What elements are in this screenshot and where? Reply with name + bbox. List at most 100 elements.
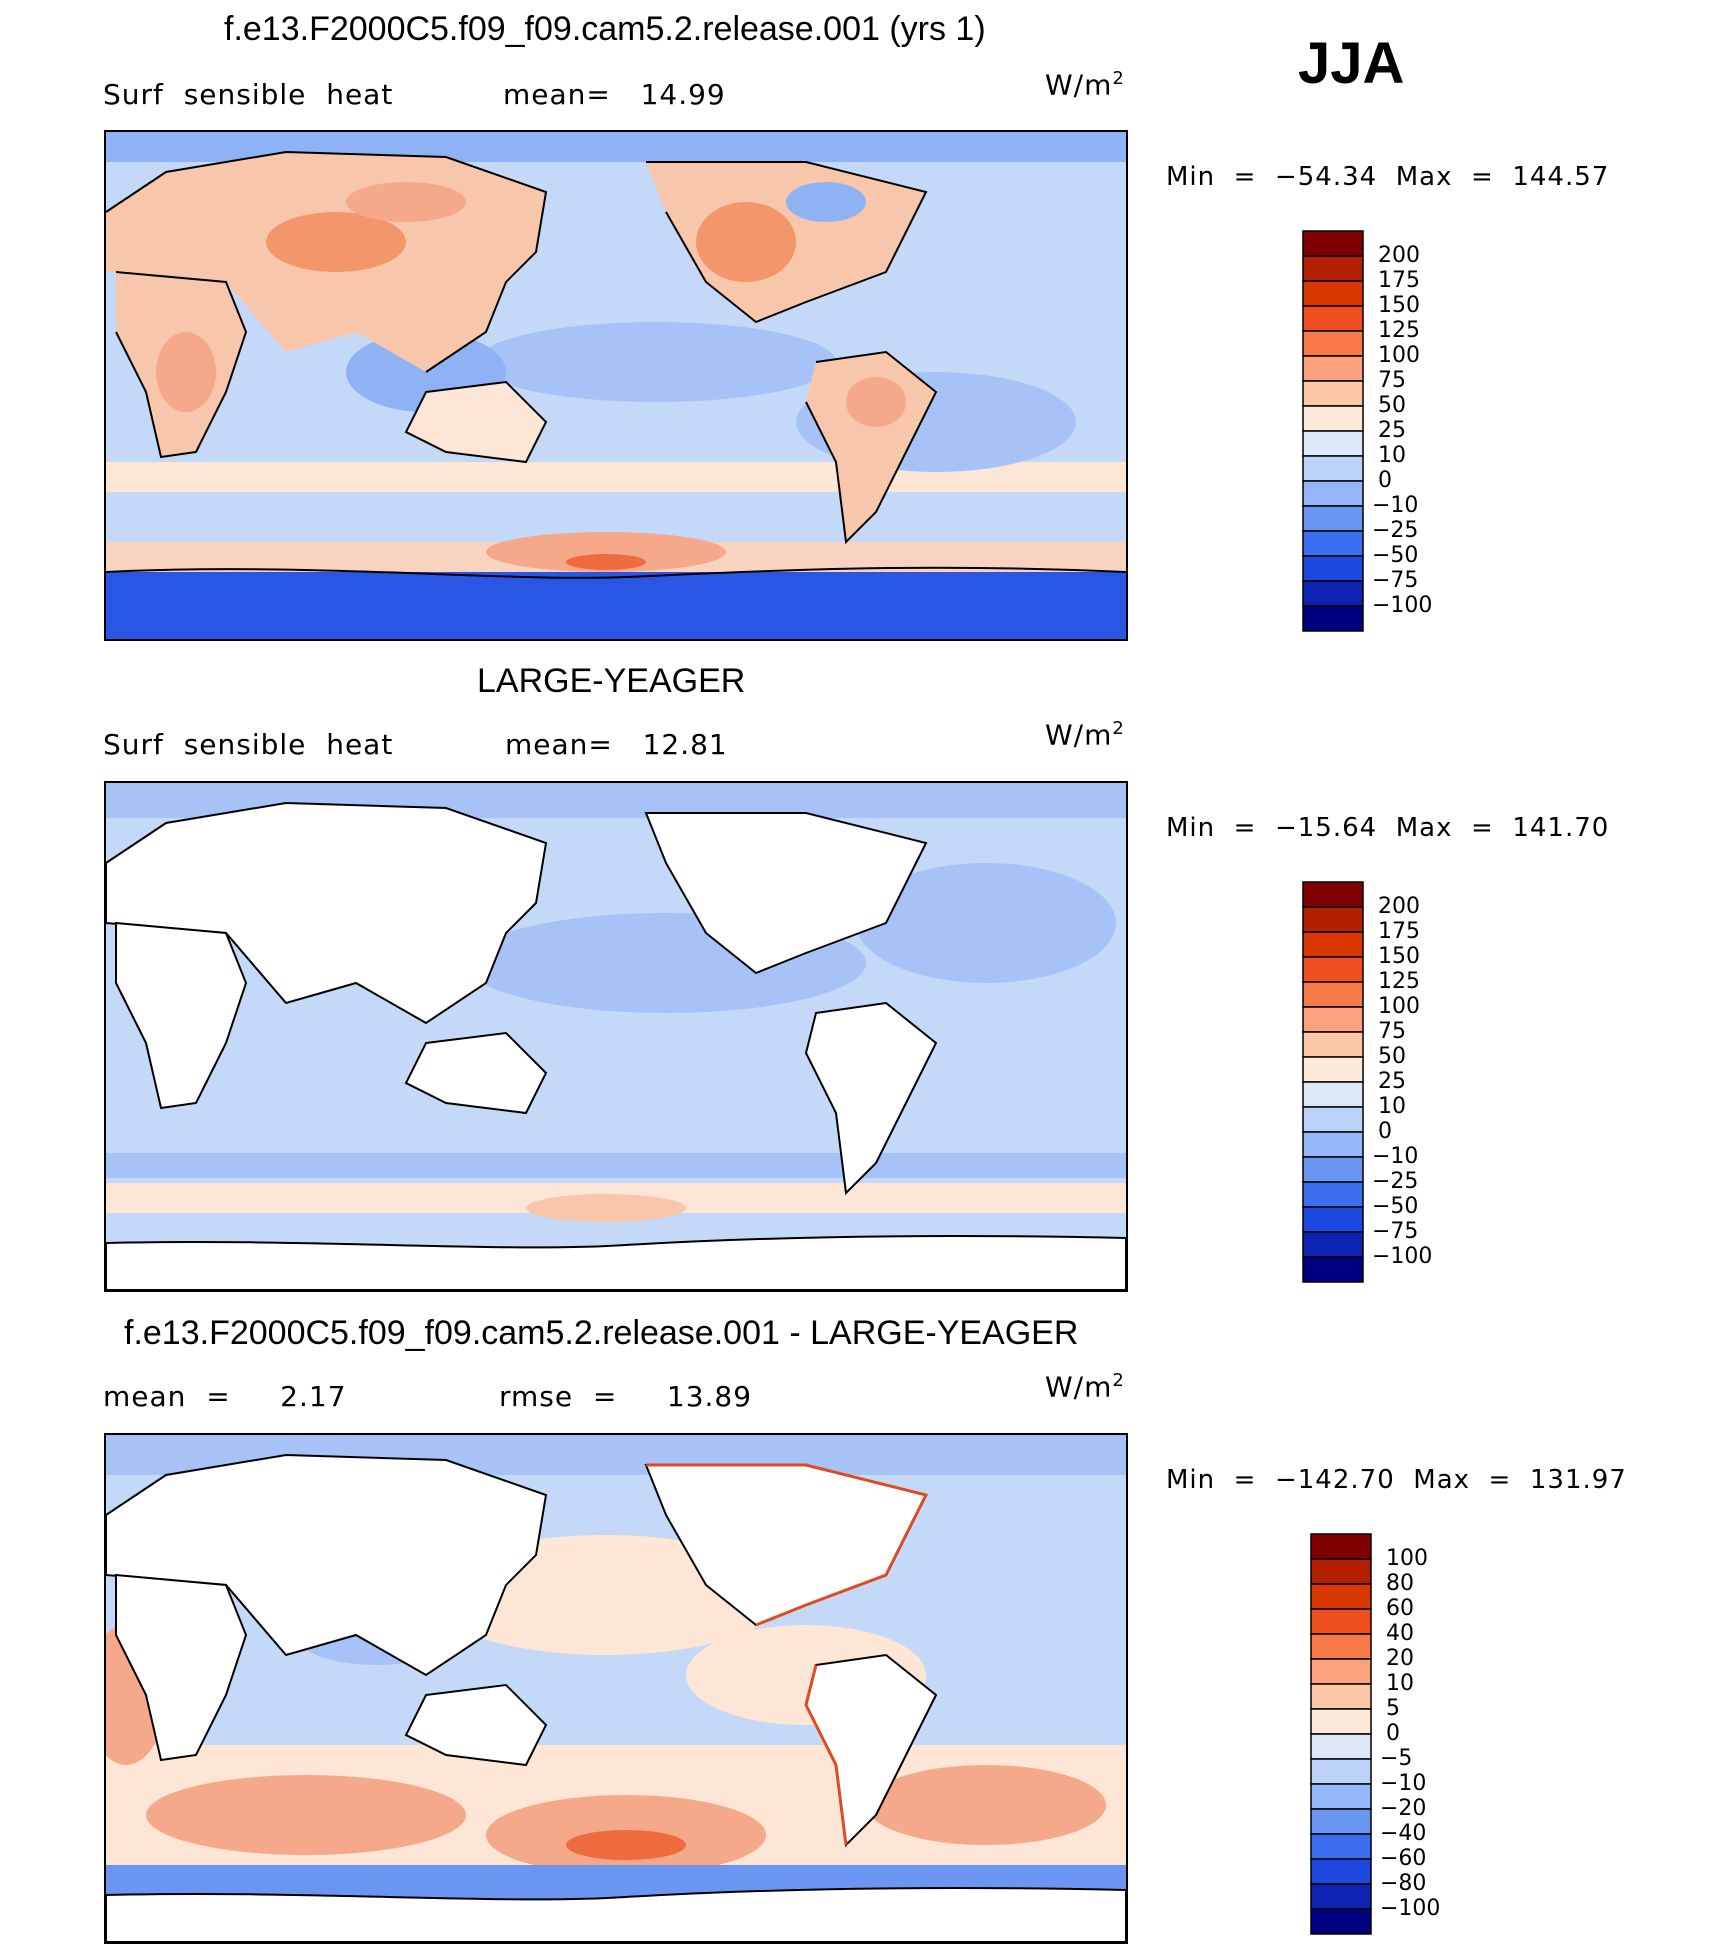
- colorbar-3-tick-label: −20: [1380, 1796, 1427, 1821]
- colorbar-2-swatch: [1302, 956, 1364, 983]
- panel-3-colorbar: [1310, 1533, 1372, 1940]
- colorbar-3-swatch: [1310, 1858, 1372, 1885]
- colorbar-1-tick-label: 50: [1378, 393, 1406, 418]
- colorbar-2-tick-label: −100: [1372, 1244, 1433, 1269]
- panel-2-map: [104, 781, 1128, 1292]
- colorbar-2-tick-label: −10: [1372, 1144, 1419, 1169]
- panel-2-variable: Surf sensible heat: [103, 728, 394, 761]
- colorbar-1-tick-label: −10: [1372, 493, 1419, 518]
- colorbar-3-tick-label: 0: [1386, 1721, 1400, 1746]
- colorbar-2-swatch: [1302, 981, 1364, 1008]
- colorbar-2-swatch: [1302, 906, 1364, 933]
- colorbar-3-tick-label: 20: [1386, 1646, 1414, 1671]
- panel-2-minmax: Min = −15.64 Max = 141.70: [1166, 813, 1610, 843]
- colorbar-2-swatch: [1302, 1031, 1364, 1058]
- colorbar-2-swatch: [1302, 1056, 1364, 1083]
- colorbar-2-svg: [1302, 881, 1364, 1283]
- panel-3-minmax: Min = −142.70 Max = 131.97: [1166, 1465, 1627, 1495]
- colorbar-2-tick-label: 10: [1378, 1094, 1406, 1119]
- colorbar-1-tick-label: 100: [1378, 343, 1420, 368]
- colorbar-3-swatch: [1310, 1883, 1372, 1910]
- colorbar-3-tick-label: 60: [1386, 1596, 1414, 1621]
- colorbar-1-tick-label: 75: [1378, 368, 1406, 393]
- colorbar-1-tick-label: −75: [1372, 568, 1419, 593]
- colorbar-3-swatch: [1310, 1633, 1372, 1660]
- panel-2-mean: mean= 12.81: [505, 728, 728, 761]
- colorbar-2-swatch: [1302, 1106, 1364, 1133]
- colorbar-3-tick-label: 5: [1386, 1696, 1400, 1721]
- colorbar-1-tick-label: 10: [1378, 443, 1406, 468]
- colorbar-1-tick-label: −25: [1372, 518, 1419, 543]
- panel-2-units: W/m2: [1045, 718, 1125, 752]
- panel-1-title: f.e13.F2000C5.f09_f09.cam5.2.release.001…: [224, 10, 986, 48]
- colorbar-2-tick-label: 125: [1378, 969, 1420, 994]
- colorbar-1-swatch: [1302, 430, 1364, 457]
- colorbar-1-swatch: [1302, 355, 1364, 382]
- colorbar-3-swatch: [1310, 1558, 1372, 1585]
- panel-1-units: W/m2: [1045, 68, 1125, 102]
- colorbar-2-swatch: [1302, 1006, 1364, 1033]
- colorbar-1-swatch: [1302, 605, 1364, 632]
- colorbar-3-swatch: [1310, 1758, 1372, 1785]
- colorbar-3-tick-label: 80: [1386, 1571, 1414, 1596]
- colorbar-2-tick-label: 0: [1378, 1119, 1392, 1144]
- colorbar-3-swatch: [1310, 1608, 1372, 1635]
- colorbar-1-swatch: [1302, 555, 1364, 582]
- colorbar-3-tick-label: −60: [1380, 1846, 1427, 1871]
- colorbar-3-swatch: [1310, 1583, 1372, 1610]
- colorbar-3-tick-label: −5: [1380, 1746, 1413, 1771]
- colorbar-1-swatch: [1302, 230, 1364, 257]
- panel-3-map: [104, 1433, 1128, 1944]
- colorbar-1-tick-label: 25: [1378, 418, 1406, 443]
- colorbar-1-swatch: [1302, 255, 1364, 282]
- colorbar-3-tick-label: −40: [1380, 1821, 1427, 1846]
- colorbar-3-tick-label: 10: [1386, 1671, 1414, 1696]
- colorbar-3-svg: [1310, 1533, 1372, 1935]
- colorbar-1-swatch: [1302, 580, 1364, 607]
- panel-3-rmse: rmse = 13.89: [499, 1380, 753, 1413]
- colorbar-1-swatch: [1302, 405, 1364, 432]
- panel-1-minmax: Min = −54.34 Max = 144.57: [1166, 162, 1610, 192]
- colorbar-3-swatch: [1310, 1908, 1372, 1935]
- colorbar-3-tick-label: −10: [1380, 1771, 1427, 1796]
- colorbar-3-tick-label: 40: [1386, 1621, 1414, 1646]
- colorbar-2-swatch: [1302, 1131, 1364, 1158]
- colorbar-2-swatch: [1302, 1081, 1364, 1108]
- panel-1-mean: mean= 14.99: [503, 78, 726, 111]
- panel-3-units: W/m2: [1045, 1370, 1125, 1404]
- colorbar-3-swatch: [1310, 1658, 1372, 1685]
- colorbar-1-tick-label: 200: [1378, 243, 1420, 268]
- colorbar-2-swatch: [1302, 881, 1364, 908]
- colorbar-2-swatch: [1302, 931, 1364, 958]
- colorbar-3-tick-label: 100: [1386, 1546, 1428, 1571]
- panel-3-mean: mean = 2.17: [103, 1380, 347, 1413]
- colorbar-1-tick-label: 150: [1378, 293, 1420, 318]
- colorbar-1-swatch: [1302, 455, 1364, 482]
- colorbar-2-swatch: [1302, 1156, 1364, 1183]
- panel-1-colorbar: [1302, 230, 1364, 637]
- panel-1-map: [104, 130, 1128, 641]
- colorbar-1-swatch: [1302, 330, 1364, 357]
- panel-3-title: f.e13.F2000C5.f09_f09.cam5.2.release.001…: [124, 1314, 1079, 1352]
- colorbar-2-swatch: [1302, 1181, 1364, 1208]
- colorbar-1-tick-label: −50: [1372, 543, 1419, 568]
- colorbar-1-swatch: [1302, 280, 1364, 307]
- colorbar-2-tick-label: 50: [1378, 1044, 1406, 1069]
- colorbar-3-swatch: [1310, 1833, 1372, 1860]
- colorbar-2-tick-label: 100: [1378, 994, 1420, 1019]
- colorbar-2-tick-label: 175: [1378, 919, 1420, 944]
- colorbar-1-tick-label: 125: [1378, 318, 1420, 343]
- colorbar-3-swatch: [1310, 1533, 1372, 1560]
- colorbar-1-swatch: [1302, 480, 1364, 507]
- colorbar-3-swatch: [1310, 1733, 1372, 1760]
- colorbar-2-swatch: [1302, 1206, 1364, 1233]
- colorbar-1-swatch: [1302, 380, 1364, 407]
- colorbar-2-tick-label: −50: [1372, 1194, 1419, 1219]
- colorbar-2-swatch: [1302, 1256, 1364, 1283]
- colorbar-1-swatch: [1302, 505, 1364, 532]
- colorbar-1-svg: [1302, 230, 1364, 632]
- colorbar-2-tick-label: −75: [1372, 1219, 1419, 1244]
- colorbar-1-swatch: [1302, 305, 1364, 332]
- panel-2-title: LARGE-YEAGER: [477, 662, 746, 700]
- colorbar-3-swatch: [1310, 1683, 1372, 1710]
